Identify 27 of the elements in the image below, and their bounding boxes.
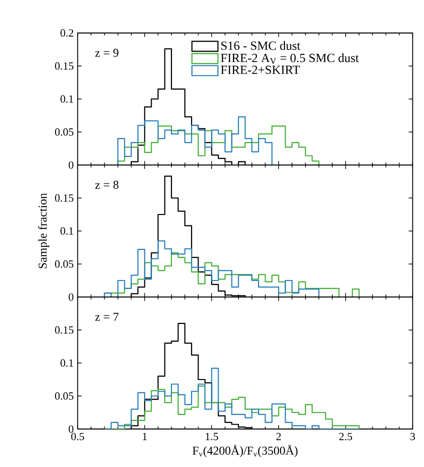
legend-label: FIRE-2 A$_{V}$ = 0.5 SMC dust <box>221 53 359 64</box>
y-axis-title: Sample fraction <box>38 193 50 268</box>
y-tick-label: 0.15 <box>55 326 74 334</box>
y-tick-label: 0 <box>68 425 74 433</box>
x-tick-label: 0.5 <box>71 432 84 440</box>
annotation: z = 7 <box>95 312 119 321</box>
y-tick-label: 0.15 <box>55 194 74 202</box>
x-tick-label: 2 <box>276 432 281 440</box>
annotation: z = 9 <box>95 48 119 57</box>
y-tick-label: 0.05 <box>55 392 74 400</box>
x-tick-label: 3 <box>410 432 416 440</box>
legend-label: FIRE-2+SKIRT <box>221 66 300 74</box>
legend-label: S16 - SMC dust <box>221 41 300 50</box>
y-tick-label: 0.1 <box>60 227 74 235</box>
y-tick-label: 0.1 <box>60 359 74 367</box>
y-tick-label: 0.05 <box>55 128 74 136</box>
y-tick-label: 0 <box>68 293 74 301</box>
y-tick-label: 0.2 <box>60 29 74 37</box>
annotation: z = 8 <box>95 180 119 189</box>
y-tick-label: 0.1 <box>60 95 74 103</box>
x-tick-label: 1 <box>143 432 147 440</box>
y-tick-label: 0.05 <box>55 260 74 268</box>
x-tick-label: 1.5 <box>206 432 218 440</box>
y-tick-label: 0.15 <box>55 62 74 70</box>
y-tick-label: 0 <box>68 161 74 169</box>
x-tick-label: 2.5 <box>339 432 352 440</box>
x-axis-title: F$_{ν}$(4200Å)/F$_{ν}$(3500Å) <box>192 444 298 458</box>
